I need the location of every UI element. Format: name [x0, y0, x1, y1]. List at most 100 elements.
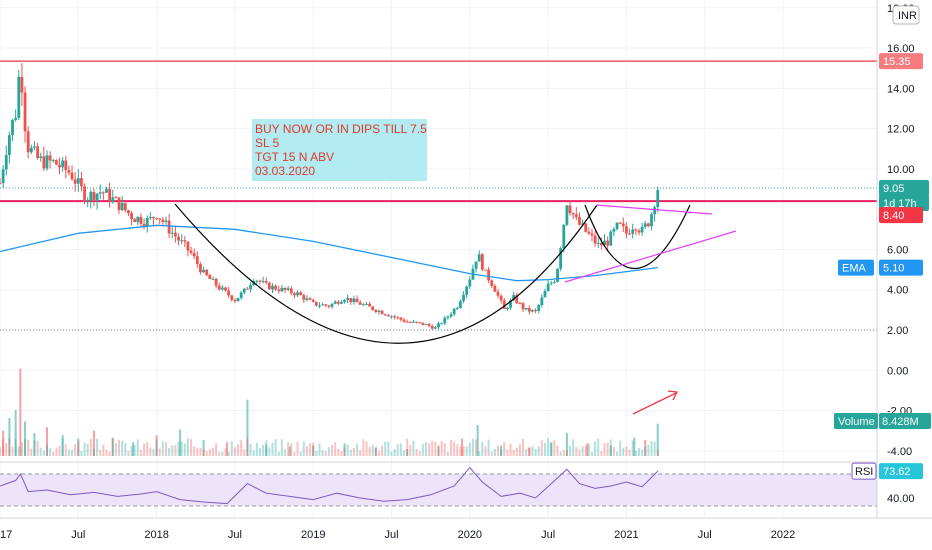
candle-body-83: [258, 280, 262, 282]
candle-body-130: [405, 321, 409, 323]
candle-body-173: [540, 297, 544, 306]
volume-bar-68: [102, 444, 105, 456]
volume-bar-177: [443, 443, 446, 456]
candle-body-41: [127, 210, 130, 214]
volume-bar-146: [346, 444, 349, 456]
candle-body-129: [402, 319, 406, 322]
volume-value-bg: [879, 413, 931, 429]
volume-bar-90: [171, 445, 174, 456]
volume-bar-72: [114, 443, 117, 456]
volume-bar-30: [586, 443, 589, 456]
candle-body-53: [164, 220, 168, 222]
volume-bar-64: [89, 438, 92, 456]
candle-body-87: [271, 285, 274, 290]
volume-bar-187: [475, 439, 478, 456]
candle-body-208: [650, 214, 653, 227]
candle-body-27: [83, 186, 86, 202]
price-tick-8: 14.00: [887, 83, 915, 95]
volume-bar-36: [2, 438, 5, 456]
volume-bar-191: [487, 439, 490, 456]
badge-15-35-bg: [879, 53, 923, 70]
candle-body-162: [506, 307, 509, 310]
candle-body-171: [534, 310, 537, 312]
candle-body-125: [390, 316, 393, 318]
volume-bar-136: [315, 451, 318, 456]
candle-body-55: [170, 232, 174, 234]
volume-bar-114: [246, 438, 249, 456]
volume-bar-69: [105, 449, 108, 456]
volume-bar-34: [656, 423, 659, 456]
volume-bar-175: [437, 445, 440, 456]
volume-bar-52: [52, 451, 55, 456]
candle-body-118: [368, 303, 371, 307]
candle-body-145: [452, 308, 456, 315]
volume-bar-151: [362, 439, 365, 456]
time-tick-4: 2019: [301, 529, 325, 541]
candle-body-91: [283, 287, 287, 290]
volume-bar-212: [553, 440, 556, 456]
volume-bar-220: [578, 449, 581, 456]
volume-bar-205: [531, 446, 534, 456]
volume-bar-242: [647, 444, 650, 456]
volume-bar-165: [406, 438, 409, 456]
candle-body-115: [358, 302, 362, 305]
volume-bar-54: [58, 445, 61, 456]
candle-body-33: [101, 192, 105, 194]
candle-body-197: [615, 222, 619, 230]
volume-bar-163: [399, 443, 402, 456]
volume-bar-89: [168, 448, 171, 456]
candle-body-160: [499, 295, 503, 301]
volume-bar-110: [233, 447, 236, 456]
volume-bar-217: [569, 445, 572, 456]
candle-body-161: [502, 300, 506, 310]
volume-bar-238: [634, 450, 637, 456]
candle-body-80: [249, 285, 252, 290]
volume-bar-51: [49, 448, 52, 456]
volume-bar-129: [293, 451, 296, 456]
price-tick-5: 6.00: [887, 244, 908, 256]
volume-bar-70: [108, 451, 111, 456]
volume-bar-40: [14, 438, 17, 456]
candle-body-183: [571, 213, 575, 215]
badge-15-35: 15.35: [883, 56, 911, 68]
candle-body-67: [208, 275, 212, 280]
volume-bar-139: [324, 451, 327, 456]
volume-bar-53: [55, 447, 58, 456]
candle-body-28: [86, 200, 90, 202]
volume-bar-21: [374, 447, 377, 456]
candle-body-165: [515, 295, 519, 304]
volume-bar-86: [158, 448, 161, 456]
volume-bar-240: [641, 449, 644, 456]
candle-body-140: [437, 323, 440, 328]
time-tick-3: Jul: [228, 529, 242, 541]
candle-body-16: [48, 155, 52, 161]
candle-body-158: [493, 285, 497, 292]
candle-body-30: [92, 191, 96, 202]
lower-trendline: [564, 230, 737, 283]
volume-bar-243: [650, 441, 653, 456]
candle-body-59: [183, 240, 187, 242]
volume-bar-130: [296, 441, 299, 456]
candle-body-22: [67, 169, 71, 173]
volume-bar-155: [374, 446, 377, 456]
candle-body-163: [509, 300, 512, 308]
candle-body-13: [39, 156, 43, 159]
candle-body-21: [64, 160, 68, 170]
trade-note-line-4: 03.03.2020: [255, 164, 315, 178]
price-tick-0: -4.00: [887, 446, 912, 458]
candle-body-124: [386, 315, 390, 317]
volume-bar-28: [550, 442, 553, 456]
candle-body-189: [590, 233, 594, 236]
time-tick-5: Jul: [384, 529, 398, 541]
currency-button[interactable]: INR: [892, 5, 920, 25]
volume-bar-234: [622, 447, 625, 456]
candle-body-26: [80, 178, 83, 187]
candle-body-95: [296, 292, 299, 296]
candle-body-120: [374, 309, 378, 313]
candle-body-47: [145, 217, 149, 226]
candle-body-184: [574, 214, 578, 218]
volume-bar-75: [124, 443, 127, 456]
candle-body-39: [120, 203, 124, 211]
candle-body-86: [267, 282, 271, 290]
candle-body-176: [549, 282, 553, 284]
